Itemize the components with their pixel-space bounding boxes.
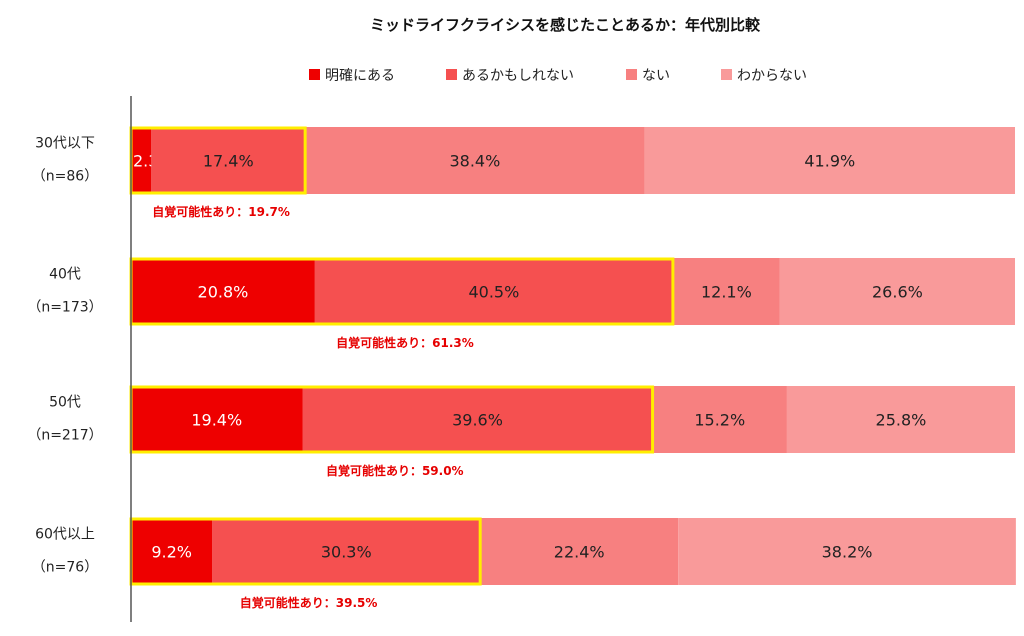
- data-label: 9.2%: [151, 543, 192, 562]
- legend-swatch: [309, 69, 320, 80]
- data-label: 38.2%: [822, 543, 873, 562]
- data-label: 19.4%: [191, 411, 242, 430]
- legend-swatch: [721, 69, 732, 80]
- data-label: 25.8%: [876, 411, 927, 430]
- bar-segment: [652, 386, 787, 453]
- chart-title: ミッドライフクライシスを感じたことあるか：年代別比較: [370, 16, 761, 34]
- category-n-label: （n=217）: [27, 428, 102, 444]
- data-label: 15.2%: [694, 411, 745, 430]
- data-label: 12.1%: [701, 283, 752, 302]
- data-label: 17.4%: [203, 152, 254, 171]
- legend: 明確にある あるかもしれない ない わからない: [309, 68, 807, 84]
- bar-segment: [678, 518, 1016, 585]
- data-label: 30.3%: [321, 543, 372, 562]
- legend-label: わからない: [737, 68, 807, 84]
- category-n-label: （n=173）: [27, 300, 102, 316]
- bar-segment: [480, 518, 679, 585]
- category-n-label: （n=86）: [32, 169, 98, 185]
- bar-segment: [131, 518, 213, 585]
- bar-segment: [672, 258, 780, 325]
- data-label: 39.6%: [452, 411, 503, 430]
- bar-segment: [131, 127, 152, 194]
- legend-label: ない: [642, 68, 670, 84]
- data-label: 20.8%: [198, 283, 249, 302]
- awareness-annotation: 自覚可能性あり：19.7%: [152, 204, 290, 219]
- category-label: 30代以下: [35, 136, 95, 152]
- bar-segment: [151, 127, 306, 194]
- category-label: 60代以上: [35, 527, 95, 543]
- bar-segment: [131, 386, 303, 453]
- bar-segment: [131, 258, 315, 325]
- awareness-annotation: 自覚可能性あり：59.0%: [326, 463, 464, 478]
- awareness-annotation: 自覚可能性あり：39.5%: [240, 595, 378, 610]
- bar-segment: [314, 258, 673, 325]
- category-n-label: （n=76）: [32, 560, 98, 576]
- legend-swatch: [446, 69, 457, 80]
- bar-segment: [644, 127, 1015, 194]
- category-label: 40代: [49, 267, 81, 283]
- bar-segment: [786, 386, 1015, 453]
- category-label: 50代: [49, 395, 81, 411]
- legend-label: 明確にある: [325, 68, 395, 84]
- awareness-annotation: 自覚可能性あり：61.3%: [336, 335, 474, 350]
- data-label: 38.4%: [449, 152, 500, 171]
- bars: 30代以下（n=86）2.3%17.4%38.4%41.9%自覚可能性あり：19…: [27, 126, 1016, 610]
- bar-segment: [305, 127, 645, 194]
- data-label: 22.4%: [554, 543, 605, 562]
- legend-swatch: [626, 69, 637, 80]
- bar-segment: [302, 386, 653, 453]
- data-label: 41.9%: [804, 152, 855, 171]
- bar-segment: [779, 258, 1015, 325]
- bar-segment: [212, 518, 481, 585]
- data-label: 26.6%: [872, 283, 923, 302]
- data-label: 40.5%: [468, 283, 519, 302]
- legend-label: あるかもしれない: [462, 68, 574, 84]
